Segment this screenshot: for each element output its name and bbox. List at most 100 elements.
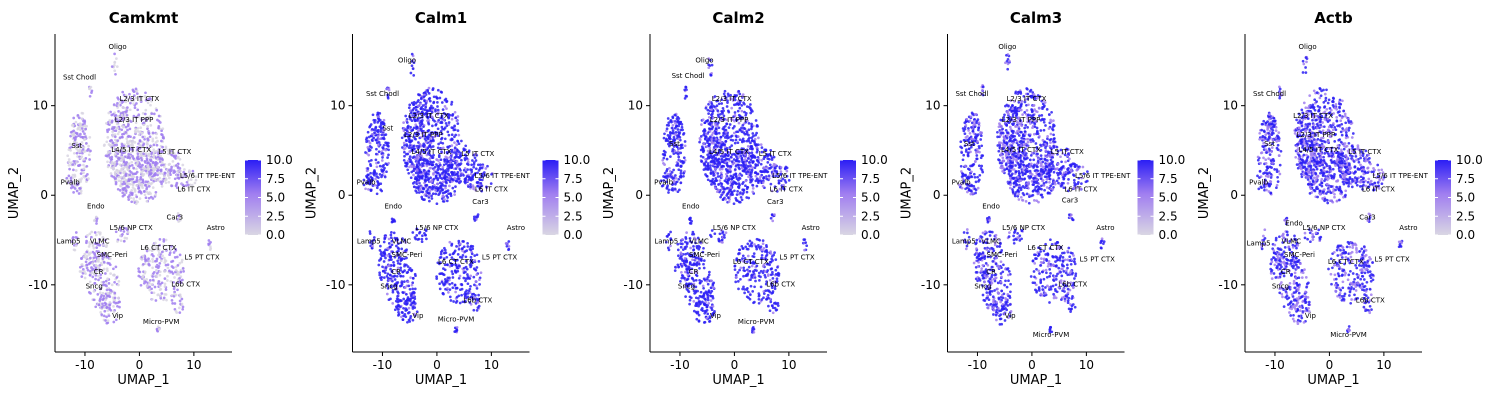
cell-point <box>412 169 415 172</box>
cell-point <box>681 144 684 147</box>
cell-point <box>78 117 81 120</box>
cell-point <box>453 177 456 180</box>
cell-point <box>126 106 129 109</box>
cell-point <box>149 124 152 127</box>
cell-point <box>153 291 156 294</box>
cell-point <box>145 170 148 173</box>
cell-point <box>718 158 721 161</box>
cell-point <box>146 141 149 144</box>
colorbar-tick-label: 0.0 <box>564 228 583 242</box>
cell-point <box>440 120 443 123</box>
cell-point <box>753 140 756 143</box>
cell-point <box>366 146 369 149</box>
cell-point <box>371 138 374 141</box>
cell-point <box>425 238 428 241</box>
chart-title: Calm2 <box>712 9 764 27</box>
cell-point <box>83 121 86 124</box>
cell-point <box>112 166 115 169</box>
cell-point <box>85 264 88 267</box>
cell-point <box>744 159 747 162</box>
cell-point <box>413 165 416 168</box>
cell-point <box>448 241 451 244</box>
cell-point <box>383 255 386 258</box>
cell-point <box>735 159 738 162</box>
cell-point <box>741 198 744 201</box>
cell-point <box>165 178 168 181</box>
cell-point <box>401 281 404 284</box>
cell-point <box>457 129 460 132</box>
cell-point <box>718 162 721 165</box>
cluster-label: L6 IT CTX <box>177 186 210 194</box>
cell-point <box>672 129 675 132</box>
cell-point <box>451 243 454 246</box>
cell-point <box>467 185 470 188</box>
cell-point <box>425 160 428 163</box>
cell-point <box>740 174 743 177</box>
cell-point <box>383 167 386 170</box>
cluster-label: Car3 <box>167 213 184 221</box>
cell-point <box>367 154 370 157</box>
cell-point <box>741 124 744 127</box>
cell-point <box>451 282 454 285</box>
cell-point <box>665 139 668 142</box>
cell-point <box>424 106 427 109</box>
cell-point <box>747 165 750 168</box>
cell-point <box>73 174 76 177</box>
cell-point <box>103 144 106 147</box>
cell-point <box>386 254 389 257</box>
cell-point <box>388 242 391 245</box>
cell-point <box>442 108 445 111</box>
cell-point <box>128 156 131 159</box>
cell-point <box>154 172 157 175</box>
cell-point <box>715 179 718 182</box>
cell-point <box>730 180 733 183</box>
cell-point <box>149 192 152 195</box>
cell-point <box>94 278 97 281</box>
cell-point <box>713 162 716 165</box>
cell-point <box>421 238 424 241</box>
cell-point <box>375 175 378 178</box>
cell-point <box>743 140 746 143</box>
cell-point <box>143 167 146 170</box>
cell-point <box>182 267 185 270</box>
cluster-label: SMC-Peri <box>97 251 128 259</box>
cell-point <box>136 171 139 174</box>
cell-point <box>389 246 392 249</box>
cell-point <box>415 178 418 181</box>
cell-point <box>375 126 378 129</box>
cell-point <box>778 182 781 185</box>
cell-point <box>447 291 450 294</box>
cell-point <box>677 128 680 131</box>
cell-point <box>137 130 140 133</box>
cell-point <box>707 112 710 115</box>
cell-point <box>411 162 414 165</box>
cell-point <box>147 257 150 260</box>
cell-point <box>133 136 136 139</box>
cell-point <box>410 176 413 179</box>
cell-point <box>680 172 683 175</box>
cell-point <box>157 169 160 172</box>
cell-point <box>455 143 458 146</box>
cell-point <box>677 249 680 252</box>
cell-point <box>108 314 111 317</box>
cell-point <box>430 180 433 183</box>
chart-title: Calm1 <box>415 9 467 27</box>
cell-point <box>163 257 166 260</box>
cell-point <box>429 100 432 103</box>
cell-point <box>172 272 175 275</box>
cell-point <box>132 197 135 200</box>
cell-point <box>425 194 428 197</box>
cell-point <box>377 144 380 147</box>
cell-point <box>139 126 142 129</box>
cell-point <box>115 57 118 60</box>
cell-point <box>450 138 453 141</box>
cell-point <box>411 64 414 67</box>
cell-point <box>403 142 406 145</box>
cell-point <box>746 187 749 190</box>
cell-point <box>141 136 144 139</box>
cell-point <box>407 265 410 268</box>
cell-point <box>165 239 168 242</box>
cell-point <box>684 144 687 147</box>
cluster-label: Sncg <box>380 282 397 290</box>
cell-point <box>749 103 752 106</box>
